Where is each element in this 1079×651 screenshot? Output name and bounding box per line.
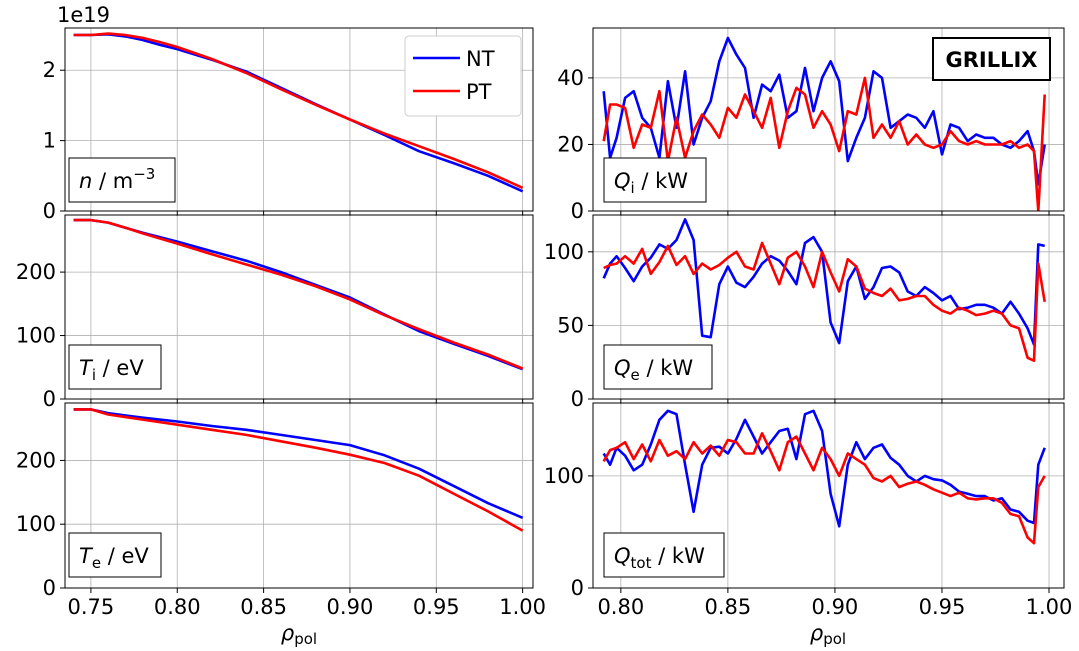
quantity-subscript: i: [92, 366, 96, 384]
panel-n: 0 1 2 1e19 n / m−3: [43, 3, 534, 223]
quantity-unit: / eV: [96, 356, 144, 380]
x-axis-label-left: ρpol: [281, 621, 317, 648]
axes-frame: [592, 27, 1065, 212]
axes-frame: [64, 27, 534, 212]
x-tick-label: 0.95: [919, 595, 966, 619]
x-tick-label: 0.85: [704, 595, 751, 619]
panel-Qtot: 0 100 0.80 0.85 0.90 0.95 1.00 Qtot / kW: [544, 402, 1073, 619]
quantity-label-box: [68, 344, 162, 390]
quantity-label: n / m−3: [79, 165, 155, 193]
quantity-label: Qtot / kW: [614, 544, 705, 572]
quantity-unit: / eV: [101, 544, 149, 568]
y-tick-label: 100: [544, 464, 584, 488]
series-PT-line: [73, 408, 524, 532]
panel-Qe: 0 50 100 Qe / kW: [544, 214, 1065, 411]
x-axis-symbol: ρ: [810, 621, 824, 645]
quantity-subscript: e: [92, 554, 101, 572]
y-tick-label: 20: [557, 132, 584, 156]
y-tick-label: 0: [43, 576, 56, 600]
legend-PT-label: PT: [466, 80, 492, 104]
series-PT-line: [602, 432, 1046, 545]
y-tick-label: 100: [16, 512, 56, 536]
quantity-unit: / kW: [635, 169, 689, 193]
y-tick-label: 40: [557, 66, 584, 90]
quantity-subscript: i: [631, 179, 635, 197]
quantity-label-box: [68, 532, 162, 578]
series-PT-line: [73, 218, 524, 370]
axes-frame: [592, 214, 1065, 400]
y-tick-label: 0: [571, 199, 584, 223]
legend-frame: [404, 35, 522, 117]
x-axis-symbol: ρ: [281, 621, 295, 645]
y-tick-label: 2: [43, 58, 56, 82]
quantity-label: Qi / kW: [614, 169, 688, 197]
x-tick-label: 1.00: [1026, 595, 1073, 619]
series-NT-line: [602, 409, 1046, 528]
quantity-label-box: [68, 157, 176, 203]
quantity-label-box: [603, 157, 707, 203]
quantity-subscript: e: [631, 366, 640, 384]
x-tick-label: 0.95: [413, 595, 460, 619]
x-tick-label: 0.85: [240, 595, 287, 619]
series-PT-line: [73, 32, 524, 189]
panel-Qi: 0 20 40 Qi / kW: [557, 27, 1065, 223]
grillix-badge-box: [932, 37, 1051, 81]
x-axis-subscript: pol: [823, 630, 846, 648]
quantity-symbol: T: [79, 356, 94, 380]
y-tick-label: 0: [43, 387, 56, 411]
grillix-badge: GRILLIX: [946, 48, 1038, 72]
x-axis-subscript: pol: [294, 630, 317, 648]
quantity-superscript: −3: [133, 165, 155, 183]
legend: NT PT: [404, 35, 522, 117]
y-tick-label: 200: [16, 260, 56, 284]
x-tick-label: 0.80: [154, 595, 201, 619]
panel-Te: 0 100 200 0.75 0.80 0.85 0.90 0.95 1.00 Te / eV: [16, 402, 546, 619]
x-tick-label: 0.75: [68, 595, 115, 619]
series-NT-line: [602, 218, 1045, 346]
quantity-unit: / m: [92, 169, 133, 193]
quantity-label-box: [603, 532, 725, 578]
quantity-symbol: n: [79, 169, 92, 193]
quantity-unit: / kW: [640, 356, 694, 380]
quantity-subscript: tot: [631, 554, 652, 572]
y-tick-label: 100: [544, 240, 584, 264]
quantity-symbol: Q: [614, 169, 631, 193]
y-tick-label: 0: [571, 576, 584, 600]
quantity-symbol: Q: [614, 356, 631, 380]
series-PT-line: [602, 76, 1046, 211]
quantity-label-box: [603, 344, 713, 390]
quantity-label: Ti / eV: [79, 356, 144, 384]
y-tick-label: 1: [43, 129, 56, 153]
panel-Ti: 0 100 200 Ti / eV: [16, 214, 534, 411]
y-tick-label: 200: [16, 448, 56, 472]
legend-NT-label: NT: [466, 47, 495, 71]
x-tick-label: 0.90: [327, 595, 374, 619]
x-tick-label: 0.90: [812, 595, 859, 619]
quantity-label: Te / eV: [79, 544, 149, 572]
quantity-label: Qe / kW: [614, 356, 693, 384]
y-tick-label: 0: [571, 387, 584, 411]
x-tick-label: 1.00: [499, 595, 546, 619]
series-PT-line: [603, 241, 1046, 362]
quantity-symbol: T: [79, 544, 94, 568]
axes-frame: [64, 214, 534, 400]
quantity-unit: / kW: [651, 544, 705, 568]
y-tick-label: 100: [16, 324, 56, 348]
quantity-symbol: Q: [614, 544, 631, 568]
y-tick-label: 50: [557, 313, 584, 337]
series-NT-line: [73, 408, 524, 519]
x-tick-label: 0.80: [597, 595, 644, 619]
offset-text: 1e19: [57, 3, 110, 27]
axes-frame: [64, 402, 534, 589]
axes-frame: [592, 402, 1065, 589]
x-axis-label-right: ρpol: [810, 621, 846, 648]
y-tick-label: 0: [43, 199, 56, 223]
